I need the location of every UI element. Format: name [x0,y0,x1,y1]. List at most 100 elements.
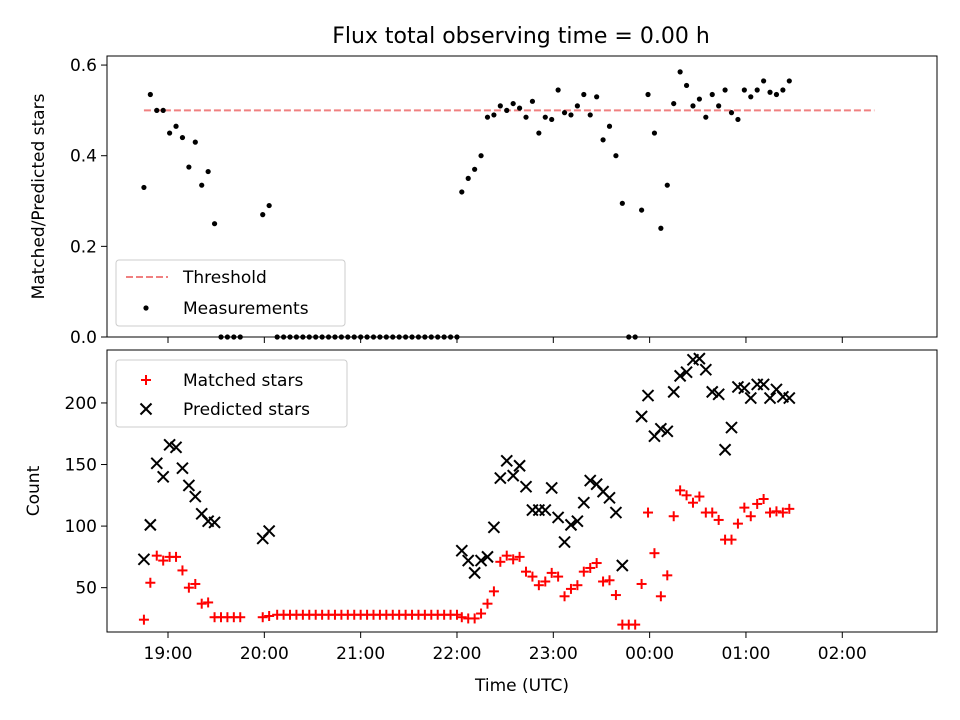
data-point [540,576,551,587]
y-axis-label: Count [24,465,44,516]
data-point [687,497,698,508]
x-tick-label: 19:00 [144,644,193,664]
plot-frame [106,349,938,633]
data-point [145,577,156,588]
data-point [190,578,201,589]
data-point [459,189,465,195]
data-point [641,389,655,402]
legend: Matched stars Predicted stars [115,359,348,428]
data-point [680,365,693,379]
data-point [179,134,186,141]
data-point [649,548,660,559]
data-point [752,498,763,509]
data-point [497,103,503,109]
legend-measurements-swatch [143,305,149,311]
data-point [465,175,471,181]
legend-matched-swatch [141,375,151,385]
data-point [546,567,557,578]
data-point [529,98,536,104]
data-point [472,166,478,172]
data-point [761,78,767,84]
data-point [208,516,221,529]
data-point [609,506,623,519]
data-point [610,590,621,601]
data-point [495,556,506,567]
data-point [183,582,194,593]
data-point [163,438,176,452]
data-point [713,514,724,525]
data-point [167,130,173,136]
data-point [726,534,737,545]
y-tick-label: 200 [65,394,97,414]
data-point [189,490,202,503]
data-point [478,153,484,159]
data-point [572,580,583,591]
data-point [196,598,207,609]
data-point [606,123,613,129]
data-point [501,550,512,561]
data-point [154,107,160,113]
data-point [468,566,481,580]
data-point [703,114,709,120]
legend-predicted-label: Predicted stars [183,400,310,420]
data-point [158,555,169,566]
data-point [603,491,616,504]
data-point [584,474,597,487]
data-point [555,87,561,93]
data-point [725,421,738,434]
data-point [542,114,548,120]
legend-measurements-label: Measurements [183,299,309,319]
y-tick-label: 150 [65,456,97,476]
y-tick-label: 0.4 [70,147,97,167]
data-point [732,518,743,529]
data-point [508,554,519,565]
x-axis-label: Time (UTC) [474,676,569,696]
data-point [591,558,602,569]
data-point [257,612,268,623]
data-point [176,462,189,475]
data-point [264,610,275,621]
data-point [616,559,629,572]
legend-threshold-label: Threshold [182,268,267,288]
data-point [510,100,516,107]
data-point [559,591,570,602]
x-tick-label: 02:00 [818,644,867,664]
data-point [506,469,520,482]
data-point [451,609,462,620]
data-point [551,511,565,524]
data-point [738,381,751,395]
data-point [696,96,702,102]
data-point [514,551,525,562]
data-point [722,87,728,93]
data-point [564,518,578,532]
data-point [786,78,792,84]
data-point [777,507,788,518]
data-point [643,507,654,518]
data-point [630,619,641,630]
bottom-panel: 50 100 150 200 19:00 20:00 21:00 22:00 23:00 00:0… [24,349,938,696]
data-point [635,410,648,423]
data-point [169,441,183,454]
data-point [516,105,523,111]
data-point [565,583,576,594]
data-point [613,153,619,159]
series-matched-stars [138,485,795,630]
data-point [177,565,188,576]
data-point [728,110,735,116]
data-point [771,506,782,517]
data-point [144,518,157,532]
data-point [500,454,513,468]
data-point [141,184,147,191]
data-point [741,87,747,93]
x-tick-label: 00:00 [625,644,674,664]
y-tick-label: 0.0 [70,328,97,348]
y-tick-label: 0.2 [70,237,97,257]
series-measurements [141,69,792,340]
data-point [549,116,555,123]
data-point [754,87,760,93]
plot-frame [106,55,938,338]
data-point [706,385,719,399]
x-tick-label: 01:00 [721,644,770,664]
data-point [533,580,544,591]
data-point [767,89,773,95]
